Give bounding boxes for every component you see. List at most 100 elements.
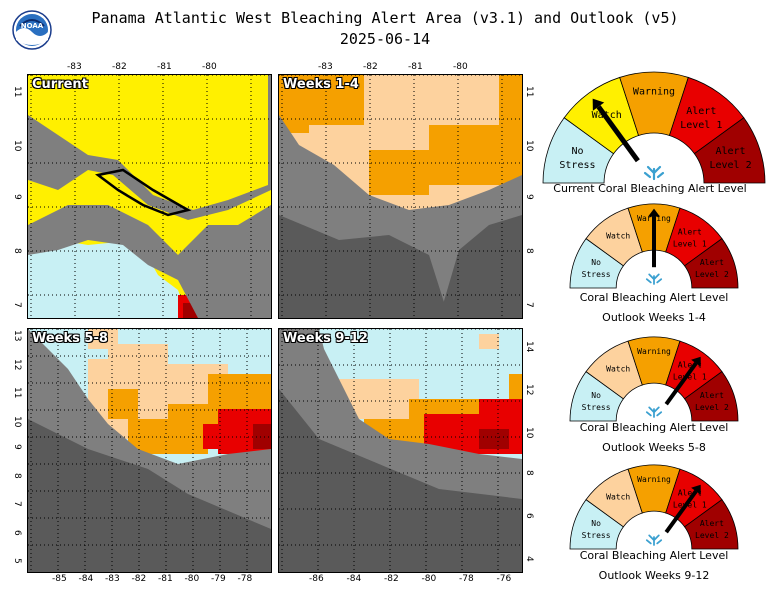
top-lon-left-tick: -82 (112, 62, 127, 72)
gauge-needle (648, 208, 660, 268)
map-current: Current (27, 74, 272, 319)
gauge-label: No (591, 391, 601, 400)
top-lon-right-tick: -82 (363, 62, 378, 72)
map-weeks-9-12: Weeks 9-12 (278, 328, 523, 573)
gauge-label: Alert (686, 106, 716, 117)
map-label-weeks-9-12: Weeks 9-12 (283, 331, 368, 346)
gauge-current-caption: Current Coral Bleaching Alert Level (553, 182, 747, 195)
lat-mid-bottom-tick: 14 (524, 341, 534, 353)
bottom-lon-left-tick: -80 (184, 574, 200, 584)
gauge-label: Watch (606, 232, 630, 241)
gauge-label: Level 1 (673, 240, 707, 249)
lat-mid-top-tick: 11 (524, 86, 534, 98)
gauge-label: Stress (559, 160, 595, 171)
gauge-label: Stress (582, 403, 611, 412)
lat-mid-bottom-tick: 10 (524, 427, 534, 439)
lat-mid-bottom-tick: 8 (524, 470, 534, 476)
noaa-logo: NOAA (12, 10, 52, 50)
gauge-label: Level 2 (709, 160, 751, 171)
gauge-label: Level 1 (673, 373, 707, 382)
top-lon-left-tick: -81 (157, 62, 172, 72)
gauge-label: No (571, 146, 583, 157)
bottom-lon-right-tick: -80 (421, 574, 437, 584)
gauge-segment (693, 117, 766, 184)
gauge-weeks-5-8-caption: Coral Bleaching Alert Level (579, 421, 729, 434)
gauge-weeks-1-4-caption: Coral Bleaching Alert Level (579, 291, 729, 304)
lat-left-bottom-tick: 11 (12, 387, 22, 399)
bottom-lon-left-tick: -84 (78, 574, 94, 584)
lat-left-bottom-tick: 5 (12, 558, 22, 564)
bottom-lon-right-tick: -78 (459, 574, 474, 584)
bottom-lon-left-tick: -83 (105, 574, 120, 584)
gauge-label: Watch (606, 493, 630, 502)
gauge-label: Alert (700, 519, 724, 528)
lat-mid-top-tick: 7 (524, 302, 534, 308)
gauge-label: Alert (678, 228, 702, 237)
bottom-lon-left-tick: -78 (237, 574, 253, 584)
map-label-current: Current (32, 77, 88, 92)
map-weeks-1-4: Weeks 1-4 (278, 74, 523, 319)
gauge-weeks-9-12-caption: Coral Bleaching Alert Level (579, 549, 729, 562)
gauge-label: Stress (582, 531, 611, 540)
coral-icon (643, 165, 665, 181)
gauge-segment (684, 238, 739, 289)
bottom-lon-right-tick: -82 (384, 574, 399, 584)
chart-title: Panama Atlantic West Bleaching Alert Are… (91, 9, 679, 27)
gauge-needle (664, 356, 701, 406)
lat-mid-top-tick: 8 (524, 248, 534, 254)
gauge-label: Level 2 (695, 403, 729, 412)
top-lon-left-tick: -83 (67, 62, 82, 72)
logo-text: NOAA (21, 22, 44, 30)
bottom-lon-left-tick: -79 (211, 574, 226, 584)
lat-mid-bottom-tick: 12 (524, 384, 534, 396)
bottom-lon-right-tick: -84 (346, 574, 362, 584)
lat-left-bottom-tick: 12 (12, 358, 22, 370)
lat-left-top-tick: 9 (12, 194, 22, 200)
lat-left-top-tick: 8 (12, 248, 22, 254)
chart-date: 2025-06-14 (339, 30, 431, 48)
gauge-label: Stress (582, 270, 611, 279)
top-lon-right-tick: -81 (408, 62, 423, 72)
top-lon-right-tick: -80 (453, 62, 468, 72)
gauge-label: No (591, 258, 601, 267)
map-weeks-5-8: Weeks 5-8 (27, 328, 272, 573)
gauge-label: Warning (637, 475, 671, 484)
coral-icon (645, 273, 663, 285)
gauge-label: Alert (678, 489, 702, 498)
gauge-weeks-9-12: No Stress Watch Warning Alert Level 1 Alert Lev… (569, 464, 739, 550)
lat-mid-bottom-tick: 4 (524, 556, 534, 562)
lat-left-bottom-tick: 13 (12, 330, 22, 342)
gauge-weeks-5-8-caption-2: Outlook Weeks 5-8 (602, 441, 706, 454)
bottom-lon-left-tick: -81 (158, 574, 173, 584)
top-lon-left-tick: -80 (202, 62, 217, 72)
gauge-weeks-1-4-caption-2: Outlook Weeks 1-4 (602, 311, 706, 324)
lat-left-bottom-tick: 7 (12, 501, 22, 507)
lat-left-bottom-tick: 6 (12, 529, 22, 536)
lat-mid-top-tick: 10 (524, 140, 534, 152)
gauge-needle (592, 98, 640, 163)
lat-left-bottom-tick: 9 (12, 444, 22, 450)
lat-left-top-tick: 11 (12, 86, 22, 98)
gauge-label: Alert (715, 146, 745, 157)
gauge-weeks-9-12-caption-2: Outlook Weeks 9-12 (598, 569, 710, 582)
bottom-lon-right-tick: -86 (309, 574, 324, 584)
gauge-label: No (591, 519, 601, 528)
gauge-label: Level 2 (695, 531, 729, 540)
lat-left-top-tick: 10 (12, 140, 22, 152)
gauge-label: Warning (637, 347, 671, 356)
coral-icon (645, 406, 663, 418)
gauge-label: Alert (700, 258, 724, 267)
lat-left-top-tick: 7 (12, 302, 22, 308)
lat-mid-bottom-tick: 6 (524, 513, 534, 519)
gauge-label: Watch (606, 365, 630, 374)
gauge-label: Level 1 (673, 501, 707, 510)
gauge-weeks-5-8: No Stress Watch Warning Alert Level 1 Alert Lev… (569, 336, 739, 422)
gauge-label: Warning (633, 87, 675, 98)
gauge-label: Level 2 (695, 270, 729, 279)
lat-left-bottom-tick: 10 (12, 415, 22, 427)
bottom-lon-left-tick: -85 (52, 574, 67, 584)
lat-left-bottom-tick: 8 (12, 472, 22, 479)
gauge-label: Level 1 (680, 120, 722, 131)
